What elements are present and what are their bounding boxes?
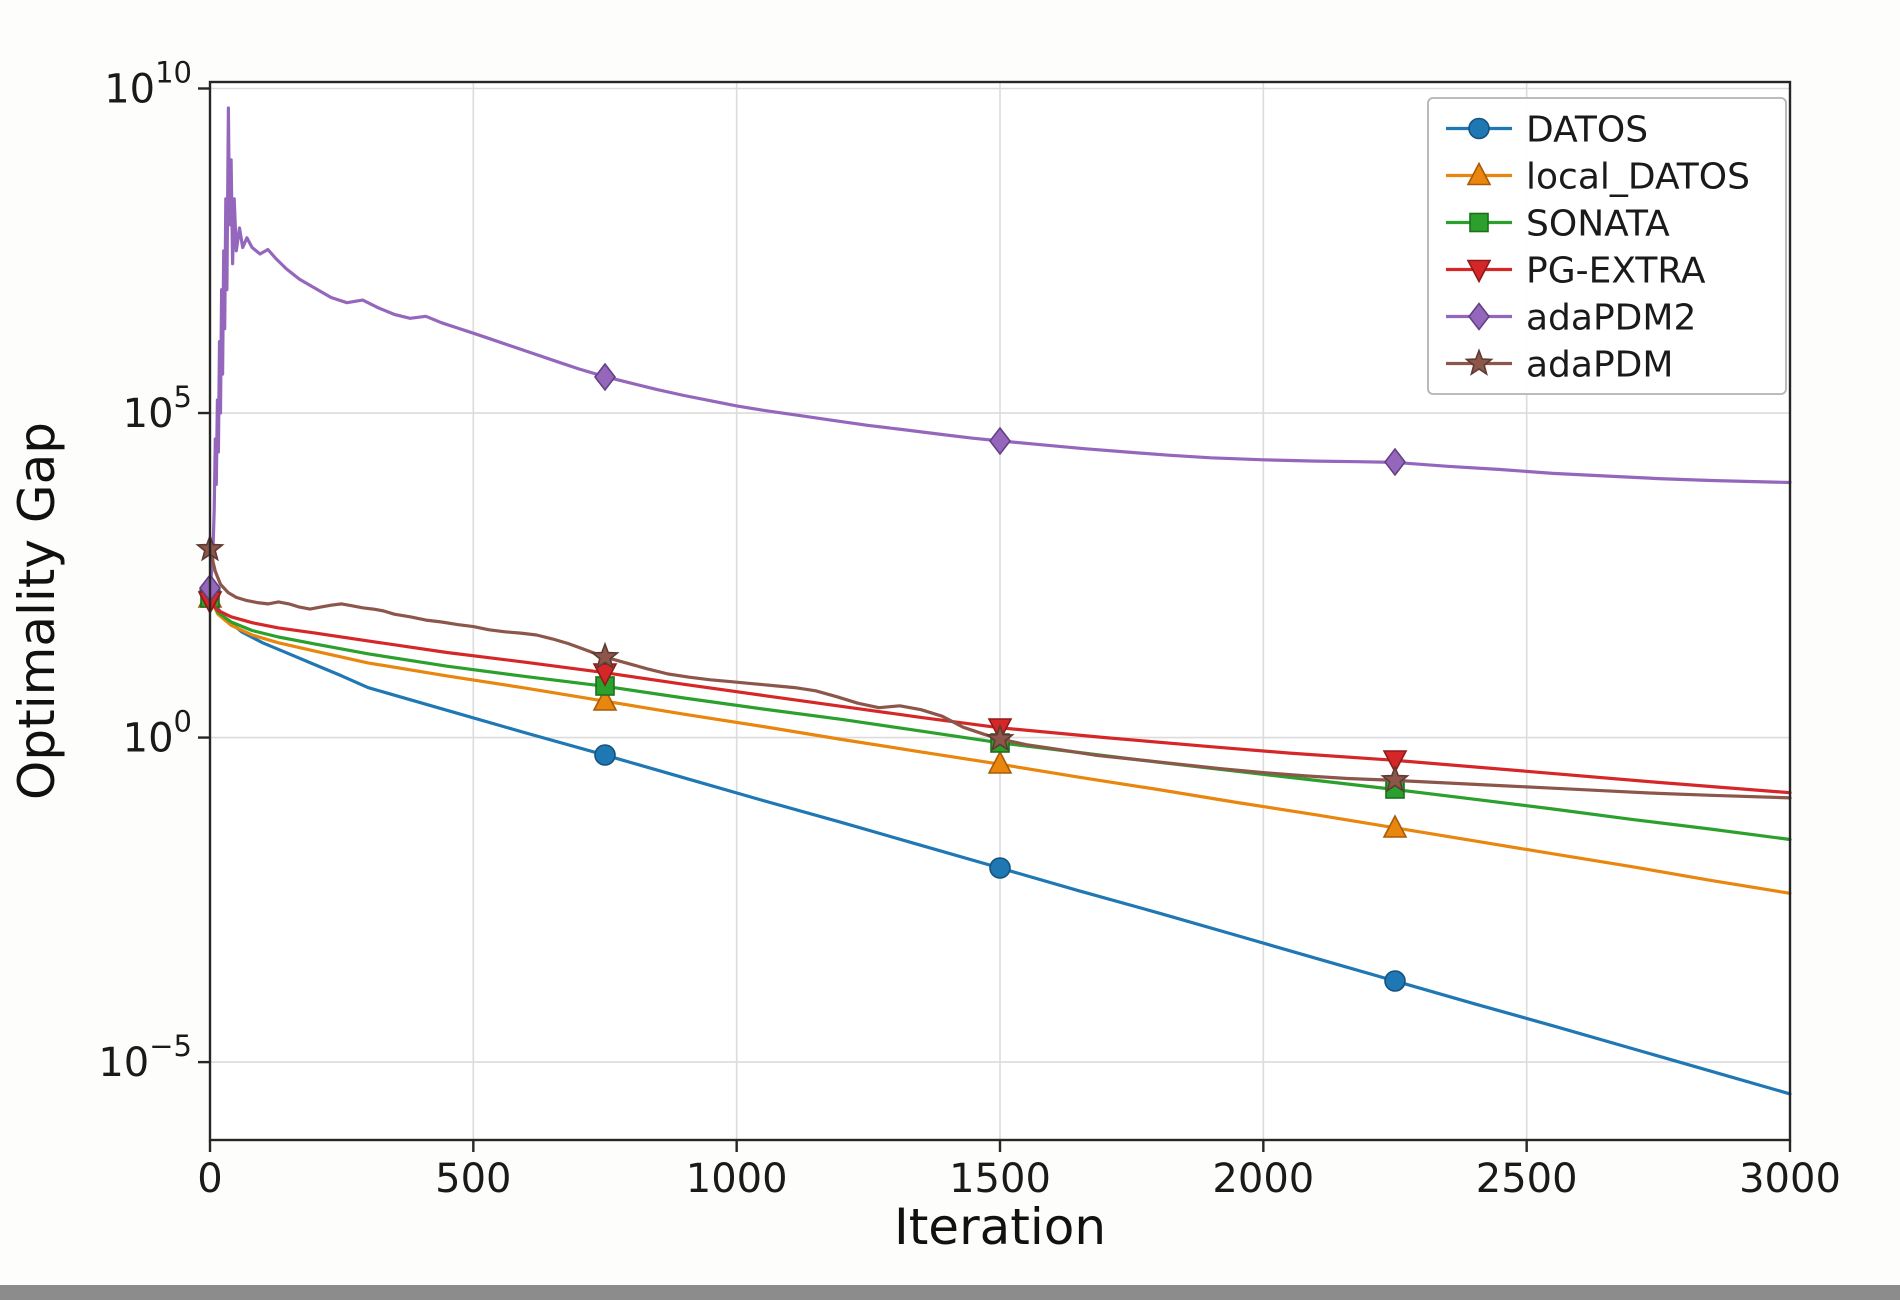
circle-marker [1468,117,1490,140]
circle-marker [989,857,1011,879]
legend-box [1427,97,1787,395]
legend-entry-DATOS: DATOS [1446,110,1648,151]
series-line-local_DATOS [208,596,1792,895]
legend-entry-SONATA: SONATA [1446,204,1670,245]
square-marker [1469,212,1489,233]
legend-label-adaPDM: adaPDM [1526,345,1673,386]
legend-entry-PG-EXTRA: PG-EXTRA [1446,251,1706,292]
legend-label-PG-EXTRA: PG-EXTRA [1526,251,1706,292]
y-tick-label: 100 [123,705,192,762]
circle-marker [594,744,616,766]
legend: DATOS local_DATOS SONATA PG-EXTRA adaPDM2 ada… [1427,97,1787,395]
triangle-up-marker [1466,161,1492,186]
series-line-DATOS [208,589,1792,1096]
circle-marker [1384,970,1406,992]
series-line-adaPDM2 [208,106,1792,590]
series-line-adaPDM [208,547,1792,800]
diamond-marker [1467,302,1491,331]
axis-ticks: 0 500 1000 1500 2000 2500 3000 1010 105 100 10−5 [98,55,1841,1202]
series-line-SONATA [208,596,1792,842]
x-tick-label: 0 [197,1156,222,1202]
star-marker [1464,348,1494,376]
diamond-marker [988,426,1012,456]
legend-label-DATOS: DATOS [1526,110,1648,151]
triangle-up-marker [592,687,618,711]
x-tick-label: 2500 [1476,1156,1578,1202]
x-tick-label: 1000 [686,1156,788,1202]
diamond-marker [593,362,617,392]
x-tick-label: 3000 [1739,1156,1841,1202]
triangle-down-marker [1466,259,1492,284]
legend-entry-adaPDM2: adaPDM2 [1446,298,1696,339]
triangle-down-marker [1382,750,1408,774]
star-marker [1380,764,1410,793]
y-axis-label: Optimality Gap [8,422,66,800]
legend-label-SONATA: SONATA [1526,204,1670,245]
legend-entry-local_DATOS: local_DATOS [1446,157,1750,198]
triangle-up-marker [1382,814,1408,838]
x-tick-label: 500 [435,1156,511,1202]
bottom-strip [0,1285,1900,1300]
x-axis-label: Iteration [894,1198,1106,1256]
y-tick-label: 10−5 [98,1029,192,1086]
diamond-marker [1383,447,1407,477]
legend-label-local_DATOS: local_DATOS [1526,157,1750,198]
legend-label-adaPDM2: adaPDM2 [1526,298,1696,339]
plot-area: 0 500 1000 1500 2000 2500 3000 1010 105 100 10−5 DA… [98,55,1841,1202]
y-tick-label: 1010 [104,55,192,112]
star-marker [590,641,620,670]
x-tick-label: 1500 [949,1156,1051,1202]
series-adaPDM2 [198,106,1792,603]
triangle-down-marker [592,663,618,687]
star-marker [985,723,1015,752]
x-tick-label: 2000 [1212,1156,1314,1202]
series-line-PG-EXTRA [208,599,1792,795]
triangle-up-marker [987,750,1013,774]
y-tick-label: 105 [123,380,192,437]
legend-entry-adaPDM: adaPDM [1446,345,1673,386]
